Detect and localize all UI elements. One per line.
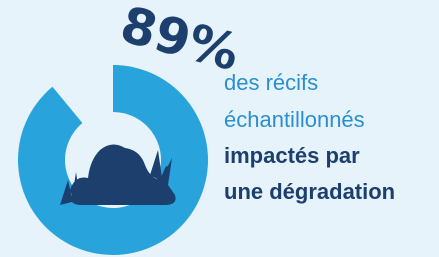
highlight-line: une dégradation: [224, 179, 395, 204]
description-line: échantillonnés: [224, 107, 365, 132]
infographic: 89% des récifs échantillonnés impactés p…: [0, 0, 439, 257]
description-line: des récifs: [224, 70, 318, 95]
highlight-line: impactés par: [224, 143, 360, 168]
